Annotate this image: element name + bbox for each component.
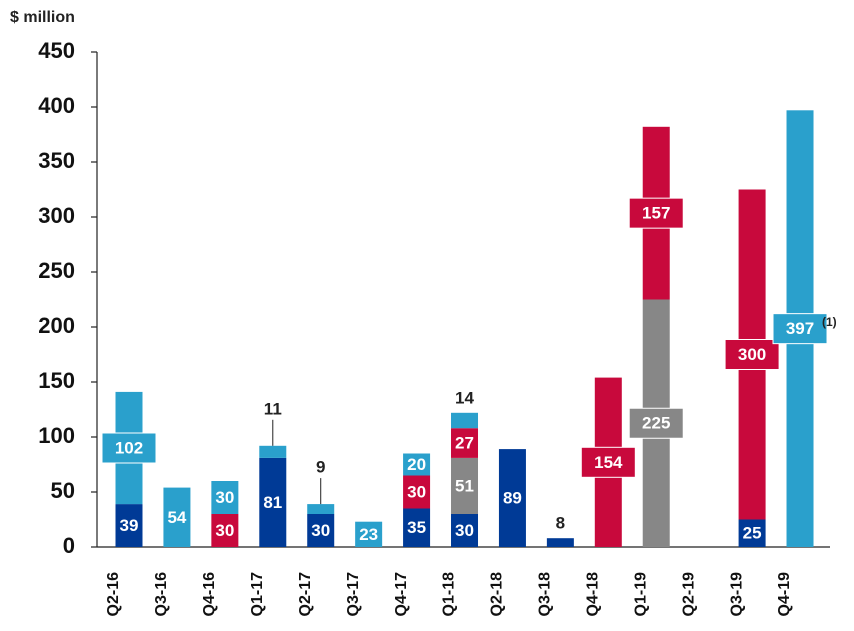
bar-segment — [211, 514, 239, 547]
x-tick-label: Q2-18 — [489, 572, 506, 617]
value-label: 102 — [115, 438, 143, 457]
value-label: 51 — [455, 476, 474, 495]
value-label: 35 — [407, 518, 426, 537]
x-tick-label: Q4-18 — [585, 572, 602, 617]
value-label: 30 — [311, 521, 330, 540]
annotation: (1) — [822, 315, 837, 329]
x-tick-label: Q4-16 — [201, 572, 218, 617]
x-tick-label: Q2-16 — [105, 572, 122, 617]
x-tick-label: Q2-19 — [680, 572, 697, 617]
bar-segment — [163, 487, 191, 547]
x-tick-label: Q2-17 — [297, 572, 314, 617]
bar-segment — [451, 514, 479, 547]
bar-segment — [307, 514, 335, 547]
value-label: 300 — [738, 345, 766, 364]
value-label: 23 — [359, 525, 378, 544]
bar-segment — [211, 481, 239, 514]
bar-segment — [259, 445, 287, 458]
label-box — [580, 446, 636, 478]
value-label: 225 — [642, 414, 670, 433]
value-label: 154 — [594, 453, 623, 472]
x-tick-label: Q3-18 — [537, 572, 554, 617]
x-tick-label: Q1-17 — [249, 572, 266, 617]
y-axis-label: $ million — [10, 9, 75, 26]
x-tick-label: Q3-19 — [728, 572, 745, 617]
x-tick-label: Q3-17 — [345, 572, 362, 617]
y-tick-label: 350 — [38, 148, 75, 173]
bar-segment — [403, 475, 431, 509]
label-box — [772, 313, 828, 345]
bar-segment — [738, 519, 766, 547]
value-label: 9 — [316, 458, 325, 477]
bar-segment — [451, 412, 479, 429]
value-label: 30 — [215, 488, 234, 507]
x-tick-label: Q4-19 — [776, 572, 793, 617]
y-tick-label: 200 — [38, 313, 75, 338]
bar-segment — [115, 504, 143, 547]
label-box — [628, 407, 684, 439]
y-tick-label: 0 — [63, 533, 75, 558]
bar-segment — [451, 428, 479, 458]
value-label: 397 — [786, 319, 814, 338]
bar-segment — [355, 521, 383, 547]
x-tick-label: Q1-19 — [632, 572, 649, 617]
x-tick-label: Q3-16 — [153, 572, 170, 617]
value-label: 27 — [455, 434, 474, 453]
bar-segment — [403, 508, 431, 547]
y-tick-label: 50 — [51, 478, 75, 503]
y-tick-label: 400 — [38, 93, 75, 118]
y-tick-label: 150 — [38, 368, 75, 393]
label-box — [628, 197, 684, 229]
value-label: 30 — [407, 482, 426, 501]
value-label: 89 — [503, 489, 522, 508]
bar-segment — [307, 504, 335, 514]
value-label: 30 — [455, 521, 474, 540]
bar-segment — [451, 457, 479, 514]
label-box — [101, 432, 157, 464]
label-box — [724, 339, 780, 370]
value-label: 11 — [264, 399, 282, 418]
value-label: 54 — [167, 508, 186, 527]
value-label: 81 — [263, 493, 282, 512]
y-tick-label: 300 — [38, 203, 75, 228]
y-tick-label: 450 — [38, 38, 75, 63]
bar-segment — [498, 449, 526, 547]
y-tick-label: 100 — [38, 423, 75, 448]
value-label: 8 — [556, 514, 565, 533]
value-label: 30 — [215, 521, 234, 540]
bar-segment — [259, 457, 287, 547]
value-label: 14 — [455, 388, 474, 407]
x-tick-label: Q4-17 — [393, 572, 410, 617]
x-tick-label: Q1-18 — [441, 572, 458, 617]
bar-segment — [546, 538, 574, 547]
value-label: 20 — [407, 455, 426, 474]
bar-segment — [403, 453, 431, 476]
value-label: 157 — [642, 204, 670, 223]
value-label: 25 — [743, 524, 762, 543]
y-tick-label: 250 — [38, 258, 75, 283]
value-label: 39 — [120, 516, 139, 535]
